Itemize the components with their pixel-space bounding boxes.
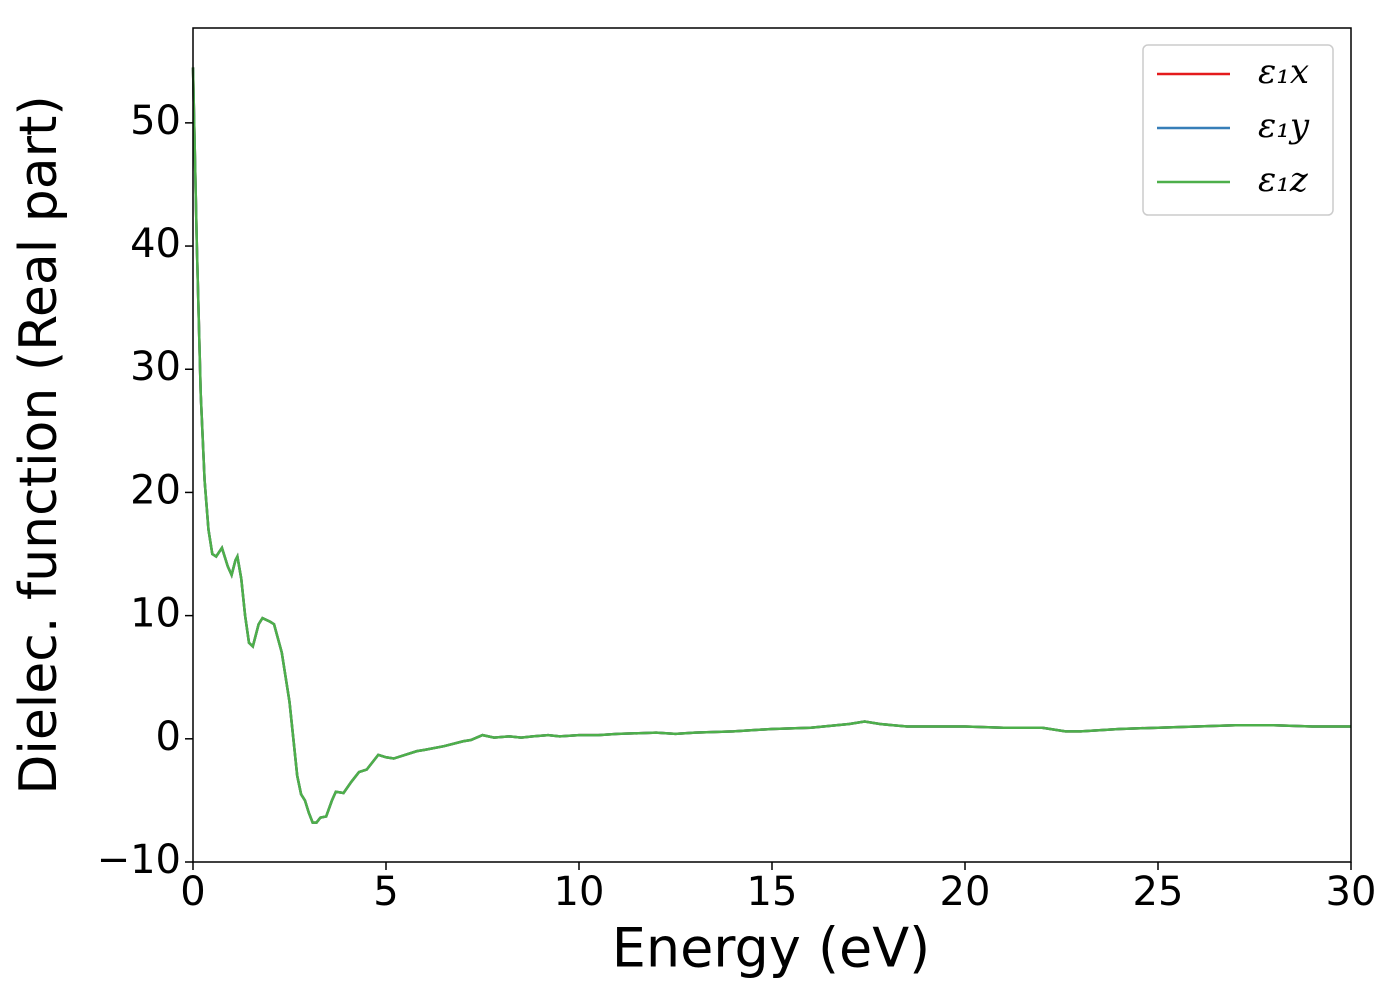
y-tick-label: 20 (130, 467, 181, 513)
series-line (191, 67, 1351, 824)
legend-label: ε₁z (1258, 160, 1309, 200)
y-tick-label: 50 (130, 98, 181, 144)
x-axis-label: Energy (eV) (612, 917, 931, 980)
legend-box (1142, 44, 1334, 216)
x-tick-label: 0 (180, 869, 205, 915)
y-tick-label: 30 (130, 344, 181, 390)
plot-frame (192, 27, 1352, 863)
legend-label: ε₁y (1258, 106, 1310, 146)
x-tick-label: 10 (554, 869, 605, 915)
y-tick-label: 0 (156, 714, 181, 760)
y-tick-label: 40 (130, 221, 181, 267)
y-axis-label: Dielec. function (Real part) (9, 95, 69, 794)
x-tick-label: 25 (1133, 869, 1184, 915)
y-tick-label: −10 (97, 837, 181, 883)
x-tick-label: 20 (940, 869, 991, 915)
x-tick-label: 15 (747, 869, 798, 915)
x-tick-label: 5 (373, 869, 398, 915)
legend-label: ε₁x (1258, 52, 1309, 92)
y-tick-label: 10 (130, 591, 181, 637)
x-tick-label: 30 (1326, 869, 1377, 915)
